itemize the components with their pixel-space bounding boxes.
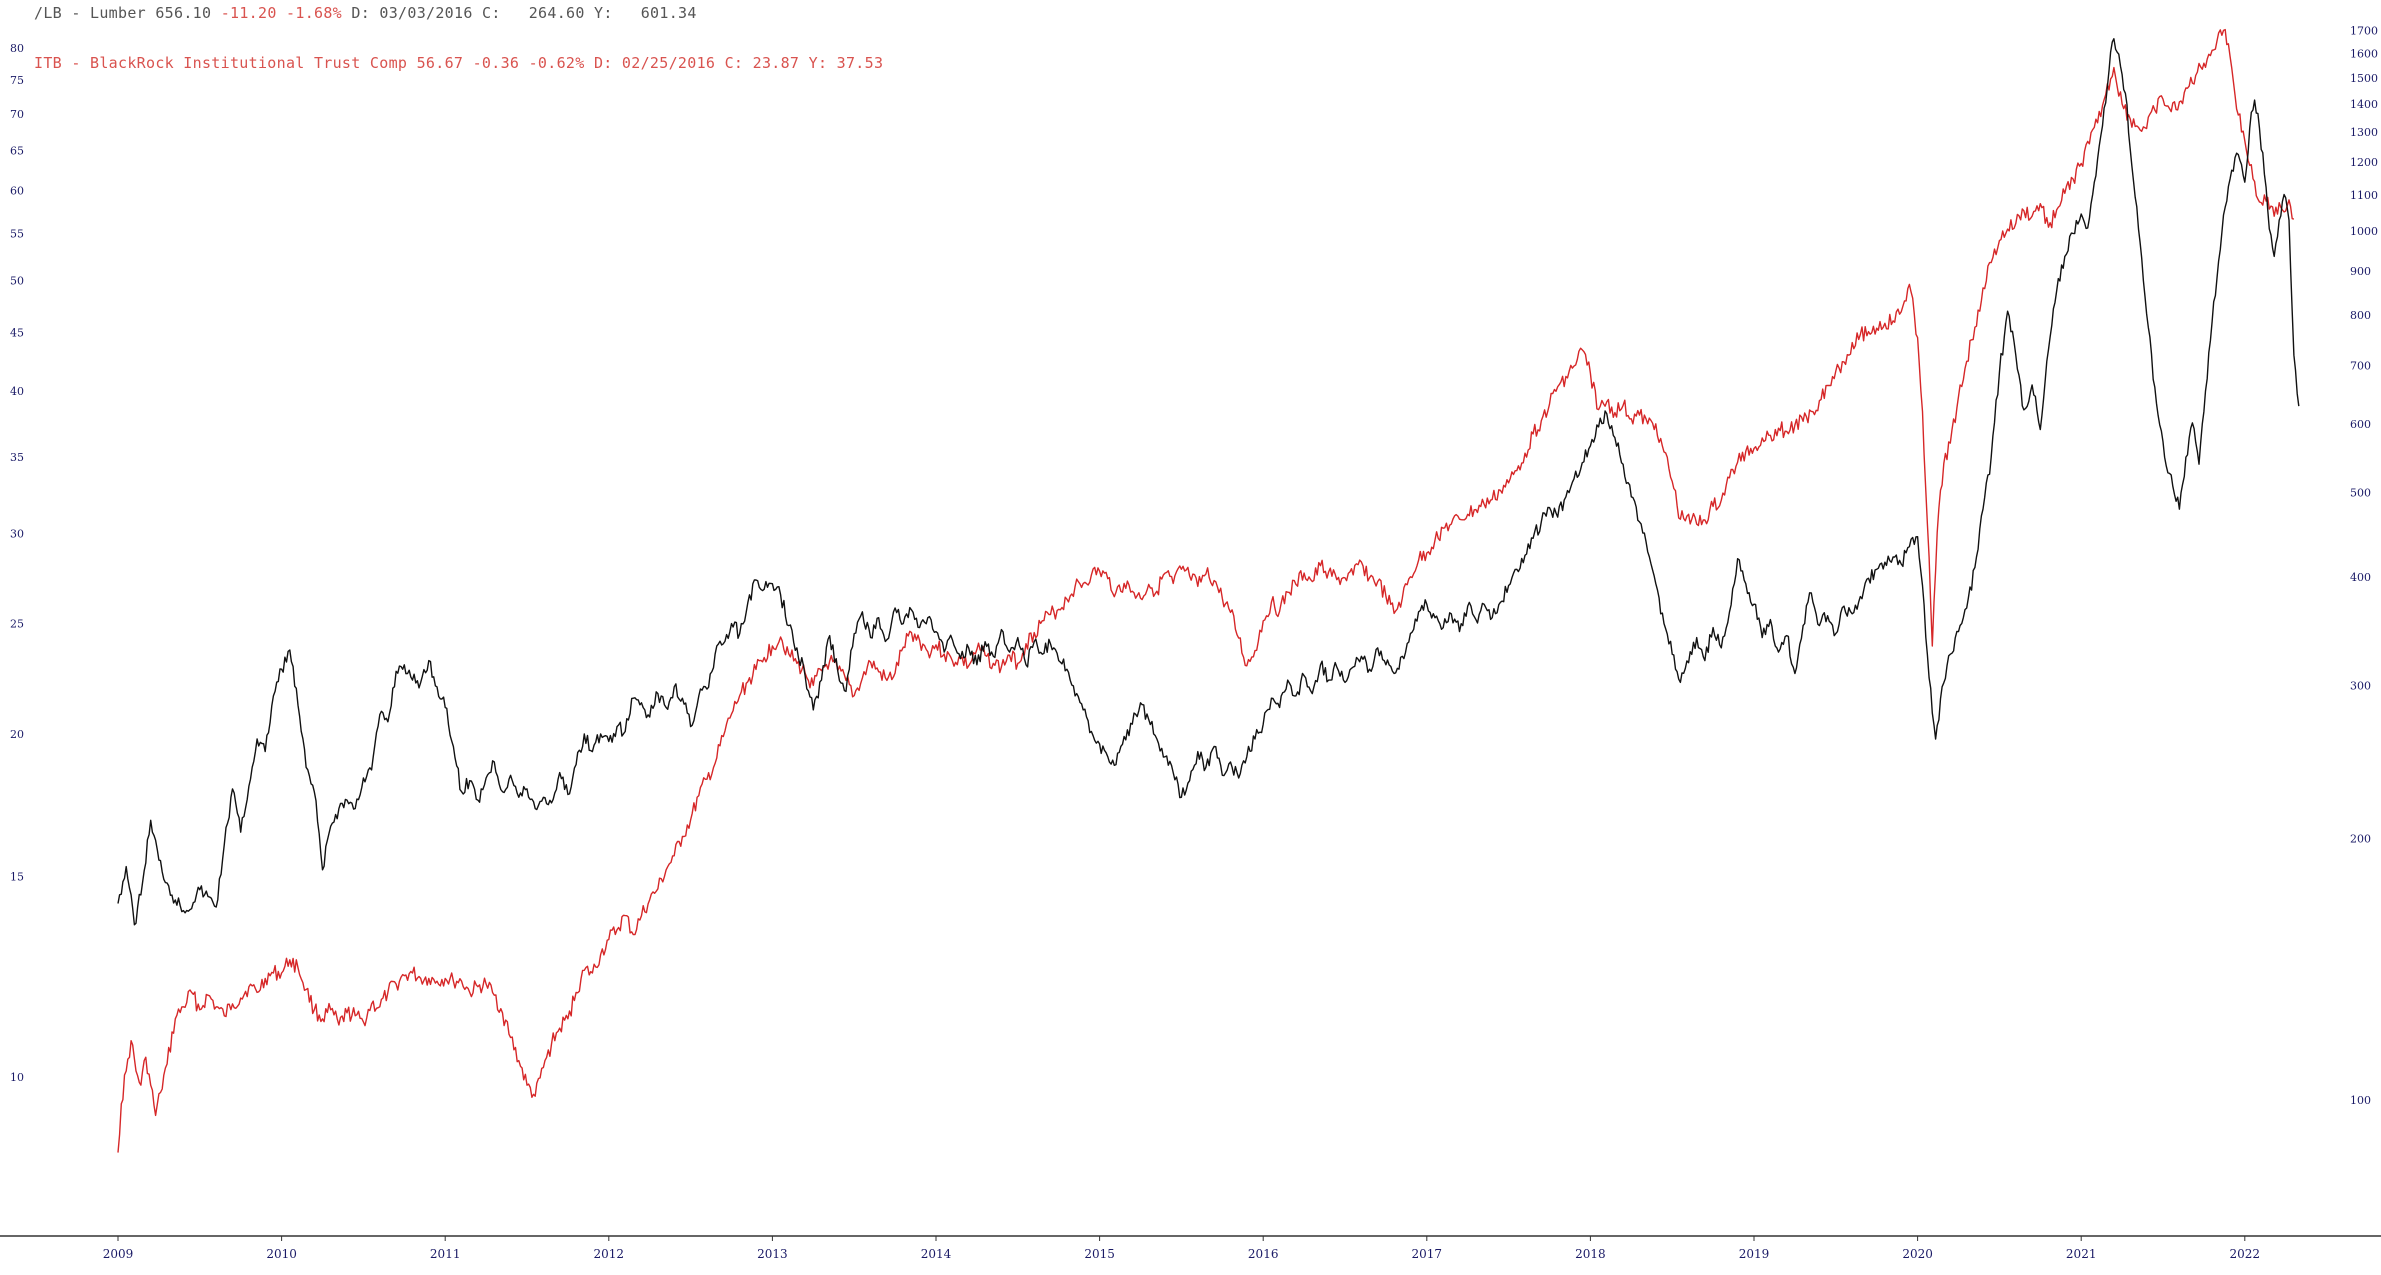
series-itb-line: [117, 28, 2295, 1153]
right-tick-label: 1400: [2350, 98, 2378, 111]
x-tick-label: 2020: [1902, 1247, 1933, 1261]
legend-itb-c-value: 23.87: [752, 54, 800, 72]
legend-itb-symbol: ITB: [34, 54, 62, 72]
left-tick-label: 25: [10, 618, 24, 631]
legend-lumber-change-pct: -1.68%: [286, 4, 343, 22]
legend-itb-c-label: C:: [724, 54, 744, 72]
left-tick-label: 55: [10, 227, 24, 240]
legend-lumber-c-value: 264.60: [528, 4, 585, 22]
x-tick-label: 2009: [103, 1247, 134, 1261]
right-tick-label: 300: [2350, 679, 2371, 692]
series-lumber-line: [117, 38, 2300, 926]
x-tick-label: 2015: [1084, 1247, 1115, 1261]
right-tick-label: 1000: [2350, 225, 2378, 238]
x-tick-label: 2017: [1412, 1247, 1443, 1261]
right-tick-label: 1300: [2350, 126, 2378, 139]
x-tick-label: 2014: [921, 1247, 952, 1261]
legend-itb-y-label: Y:: [808, 54, 828, 72]
legend-lumber-y-value: 601.34: [640, 4, 697, 22]
legend-lumber: /LB - Lumber 656.10 -11.20 -1.68% D: 03/…: [34, 4, 697, 22]
left-tick-label: 50: [10, 275, 24, 288]
x-tick-label: 2013: [757, 1247, 788, 1261]
x-tick-label: 2019: [1739, 1247, 1770, 1261]
legend-lumber-y-label: Y:: [594, 4, 613, 22]
x-tick-label: 2022: [2230, 1247, 2261, 1261]
right-tick-label: 900: [2350, 265, 2371, 278]
legend-lumber-symbol: /LB: [34, 4, 62, 22]
x-tick-label: 2011: [430, 1247, 461, 1261]
right-tick-label: 700: [2350, 360, 2371, 373]
right-axis: 100 200 300 400 500 600 700 800 900 1000 1100 1200 1…: [2350, 25, 2378, 1107]
right-tick-label: 200: [2350, 832, 2371, 845]
right-tick-label: 800: [2350, 309, 2371, 322]
legend-itb-date: D: 02/25/2016: [593, 54, 716, 72]
right-tick-label: 1100: [2350, 189, 2378, 202]
legend-lumber-date: D: 03/03/2016: [351, 4, 473, 22]
x-tick-label: 2016: [1248, 1247, 1279, 1261]
left-tick-label: 65: [10, 145, 24, 158]
x-axis: 2009 2010 2011 2012 2013 2014 2015 2016 2017 2018…: [0, 1235, 2381, 1261]
left-tick-label: 35: [10, 451, 24, 464]
right-tick-label: 1200: [2350, 156, 2378, 169]
left-tick-label: 10: [10, 1071, 24, 1084]
right-tick-label: 1600: [2350, 48, 2378, 61]
legend-itb-change: -0.36: [472, 54, 520, 72]
left-tick-label: 60: [10, 184, 24, 197]
left-tick-label: 45: [10, 327, 24, 340]
x-tick-label: 2018: [1575, 1247, 1606, 1261]
legend-itb-last: 56.67: [416, 54, 464, 72]
legend-lumber-change: -11.20: [220, 4, 277, 22]
legend-lumber-last: 656.10: [155, 4, 212, 22]
right-tick-label: 600: [2350, 418, 2371, 431]
x-tick-label: 2010: [266, 1247, 297, 1261]
right-tick-label: 1500: [2350, 72, 2378, 85]
left-tick-label: 80: [10, 42, 24, 55]
x-tick-label: 2021: [2066, 1247, 2097, 1261]
left-tick-label: 70: [10, 108, 24, 121]
x-tick-label: 2012: [594, 1247, 625, 1261]
left-tick-label: 30: [10, 527, 24, 540]
legend-lumber-c-label: C:: [482, 4, 501, 22]
left-tick-label: 15: [10, 870, 24, 883]
series-layer: [117, 28, 2300, 1153]
legend-itb-change-pct: -0.62%: [528, 54, 585, 72]
left-tick-label: 75: [10, 74, 24, 87]
legend-itb: ITB - BlackRock Institutional Trust Comp…: [34, 54, 884, 72]
left-tick-label: 20: [10, 728, 24, 741]
left-tick-label: 40: [10, 385, 24, 398]
left-axis: 10 15 20 25 30 35 40 45 50 55 60 65 70 75 80: [10, 42, 24, 1084]
right-tick-label: 400: [2350, 571, 2371, 584]
legend-itb-y-value: 37.53: [836, 54, 884, 72]
right-tick-label: 500: [2350, 487, 2371, 500]
right-tick-label: 1700: [2350, 25, 2378, 38]
legend-itb-name: BlackRock Institutional Trust Comp: [90, 54, 408, 72]
legend-lumber-name: Lumber: [90, 4, 146, 22]
right-tick-label: 100: [2350, 1094, 2371, 1107]
